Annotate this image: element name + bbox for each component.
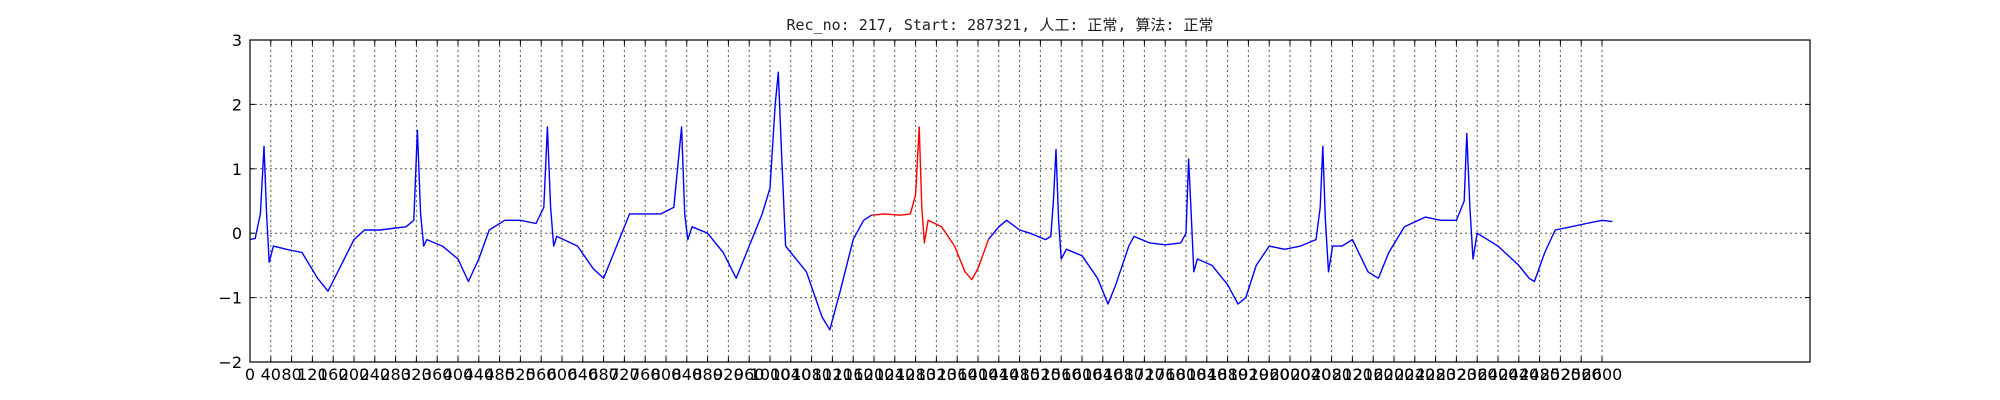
x-tick-label: 640 (568, 365, 599, 384)
x-tick-label: 2360 (1457, 365, 1498, 384)
x-tick-label: 1720 (1124, 365, 1165, 384)
x-tick-label: 920 (713, 365, 744, 384)
x-tick-label: 1680 (1103, 365, 1144, 384)
x-tick-label: 2600 (1582, 365, 1623, 384)
x-tick-label: 2400 (1478, 365, 1519, 384)
x-tick-label: 80 (281, 365, 301, 384)
x-tick-label: 2200 (1374, 365, 1415, 384)
x-tick-label: 880 (692, 365, 723, 384)
x-tick-label: 1200 (854, 365, 895, 384)
x-tick-label: 320 (401, 365, 432, 384)
x-tick-label: 1520 (1020, 365, 1061, 384)
x-tick-label: 600 (547, 365, 578, 384)
x-tick-label: 1360 (937, 365, 978, 384)
x-tick-label: 1800 (1166, 365, 1207, 384)
x-tick-label: 2560 (1561, 365, 1602, 384)
x-tick-label: 0 (245, 365, 255, 384)
x-tick-label: 160 (318, 365, 349, 384)
x-tick-label: 360 (422, 365, 453, 384)
x-tick-label: 1960 (1249, 365, 1290, 384)
x-tick-label: 280 (380, 365, 411, 384)
x-tick-label: 2240 (1394, 365, 1435, 384)
series-line-2 (987, 132, 1613, 305)
series-layer (249, 71, 1613, 331)
x-tick-label: 680 (588, 365, 619, 384)
x-tick-label: 2320 (1436, 365, 1477, 384)
x-tick-label: 1160 (833, 365, 874, 384)
chart-title: Rec_no: 217, Start: 287321, 人工: 正常, 算法: … (786, 16, 1213, 34)
x-tick-label: 1080 (791, 365, 832, 384)
x-tick-label: 2040 (1290, 365, 1331, 384)
x-tick-label: 560 (526, 365, 557, 384)
x-tick-label: 1920 (1228, 365, 1269, 384)
x-tick-label: 240 (360, 365, 391, 384)
x-tick-label: 200 (339, 365, 370, 384)
y-tick-label: −2 (218, 353, 242, 372)
x-tick-label: 40 (261, 365, 281, 384)
y-tick-label: −1 (218, 289, 242, 308)
plot-frame (249, 39, 1811, 363)
x-tick-label: 2160 (1353, 365, 1394, 384)
x-tick-label: 480 (484, 365, 515, 384)
x-tick-label: 2520 (1540, 365, 1581, 384)
x-tick-label: 1280 (895, 365, 936, 384)
x-tick-label: 1240 (874, 365, 915, 384)
x-tick-label: 2480 (1519, 365, 1560, 384)
x-tick-label: 1400 (958, 365, 999, 384)
x-tick-label: 1320 (916, 365, 957, 384)
x-tick-label: 440 (464, 365, 495, 384)
y-tick-label: 0 (232, 224, 242, 243)
x-tick-label: 840 (672, 365, 703, 384)
x-tick-label: 2000 (1270, 365, 1311, 384)
x-tick-label: 960 (734, 365, 765, 384)
x-tick-label: 1120 (812, 365, 853, 384)
axis-layer: 0 40 8012016020024028032036040044048052056… (218, 31, 1811, 384)
x-tick-label: 1600 (1062, 365, 1103, 384)
x-tick-label: 720 (609, 365, 640, 384)
series-line-0 (249, 71, 872, 331)
grid-layer (250, 40, 1810, 362)
x-tick-label: 120 (297, 365, 328, 384)
x-tick-label: 1440 (978, 365, 1019, 384)
y-tick-label: 1 (232, 160, 242, 179)
series-line-1 (871, 126, 990, 281)
x-tick-label: 1480 (999, 365, 1040, 384)
x-tick-label: 1880 (1207, 365, 1248, 384)
x-tick-label: 760 (630, 365, 661, 384)
x-tick-label: 2280 (1415, 365, 1456, 384)
x-tick-label: 520 (505, 365, 536, 384)
x-tick-label: 800 (651, 365, 682, 384)
x-tick-label: 2440 (1498, 365, 1539, 384)
y-tick-label: 2 (232, 95, 242, 114)
x-tick-label: 1840 (1186, 365, 1227, 384)
x-tick-label: 1560 (1041, 365, 1082, 384)
x-tick-label: 2080 (1311, 365, 1352, 384)
x-tick-label: 400 (443, 365, 474, 384)
y-tick-label: 3 (232, 31, 242, 50)
x-tick-label: 1040 (770, 365, 811, 384)
x-tick-label: 2120 (1332, 365, 1373, 384)
x-tick-label: 1640 (1082, 365, 1123, 384)
x-tick-label: 1000 (750, 365, 791, 384)
x-tick-label: 1760 (1145, 365, 1186, 384)
